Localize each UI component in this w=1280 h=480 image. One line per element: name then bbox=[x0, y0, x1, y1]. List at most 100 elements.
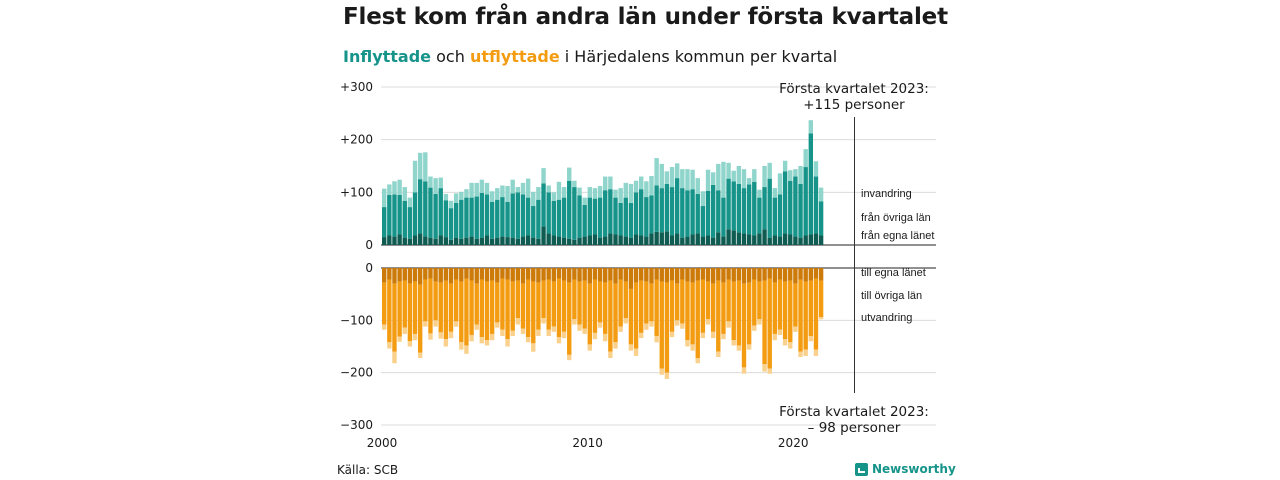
bar-in-local bbox=[623, 236, 628, 245]
bar-out-emigration bbox=[762, 364, 767, 372]
bar-in-immigration bbox=[474, 182, 479, 197]
bar-in-immigration bbox=[618, 188, 623, 203]
bar-out-emigration bbox=[520, 328, 526, 334]
bar-in-other bbox=[510, 193, 515, 238]
bar-in-immigration bbox=[597, 186, 603, 198]
bar-in-immigration bbox=[587, 187, 592, 198]
bar-out-local bbox=[623, 268, 628, 282]
bar-out-local bbox=[546, 268, 551, 280]
bar-out-other bbox=[582, 280, 587, 329]
bar-in-local bbox=[412, 235, 418, 245]
bar-out-emigration bbox=[649, 321, 654, 327]
bar-in-immigration bbox=[572, 180, 577, 188]
bar-in-immigration bbox=[531, 191, 536, 207]
bar-in-local bbox=[459, 238, 464, 245]
bar-out-local bbox=[803, 268, 808, 282]
subtitle-rest: i Härjedalens kommun per kvartal bbox=[559, 47, 838, 66]
source-note: Källa: SCB bbox=[337, 463, 399, 477]
bar-in-immigration bbox=[716, 163, 721, 191]
bar-in-other bbox=[818, 201, 824, 236]
bar-in-other bbox=[741, 188, 747, 234]
bar-out-other bbox=[567, 282, 572, 355]
bar-out-local bbox=[736, 268, 742, 281]
bar-out-other bbox=[489, 280, 495, 334]
subtitle-och: och bbox=[431, 47, 470, 66]
bar-in-other bbox=[726, 178, 731, 230]
bar-in-immigration bbox=[464, 189, 469, 198]
bar-in-local bbox=[407, 238, 413, 245]
bar-in-immigration bbox=[669, 167, 675, 188]
bar-out-local bbox=[489, 268, 495, 281]
bar-out-emigration bbox=[757, 319, 762, 325]
bar-out-emigration bbox=[428, 333, 433, 340]
annotation-top-line1: Första kvartalet 2023: bbox=[779, 81, 929, 97]
bar-out-emigration bbox=[489, 333, 495, 341]
bar-out-other bbox=[798, 279, 803, 352]
subtitle-inflyttade: Inflyttade bbox=[343, 47, 432, 66]
bar-out-other bbox=[772, 282, 778, 334]
bar-out-local bbox=[644, 268, 649, 282]
bar-out-local bbox=[407, 268, 413, 284]
bar-in-immigration bbox=[664, 171, 670, 184]
bar-in-immigration bbox=[459, 191, 464, 200]
bar-in-immigration bbox=[741, 169, 747, 189]
bar-out-other bbox=[767, 278, 772, 369]
bar-in-other bbox=[618, 202, 623, 236]
bar-in-other bbox=[479, 192, 485, 238]
bar-in-local bbox=[777, 236, 783, 245]
bar-out-emigration bbox=[495, 322, 500, 328]
bar-in-immigration bbox=[495, 188, 500, 200]
bar-out-local bbox=[664, 268, 670, 283]
bar-out-emigration bbox=[582, 328, 587, 334]
bar-in-immigration bbox=[603, 176, 608, 191]
bar-out-local bbox=[495, 268, 500, 283]
bar-in-local bbox=[659, 232, 664, 245]
bar-out-local bbox=[669, 268, 675, 281]
bar-in-other bbox=[397, 194, 402, 235]
bar-in-local bbox=[541, 226, 546, 245]
bar-out-other bbox=[438, 282, 443, 333]
bar-out-emigration bbox=[479, 337, 485, 344]
bar-out-other bbox=[700, 279, 706, 333]
bar-in-immigration bbox=[628, 183, 634, 203]
bar-out-emigration bbox=[438, 332, 443, 339]
bar-in-immigration bbox=[623, 182, 628, 198]
bar-out-other bbox=[510, 281, 515, 331]
bar-out-local bbox=[767, 268, 772, 279]
bar-out-other bbox=[757, 281, 762, 320]
bar-out-local bbox=[721, 268, 726, 283]
bar-out-emigration bbox=[587, 344, 592, 351]
bar-out-other bbox=[572, 279, 577, 320]
bar-in-local bbox=[798, 237, 803, 245]
bar-out-emigration bbox=[459, 342, 464, 350]
bar-in-other bbox=[608, 189, 613, 234]
annotation-top-line2: +115 personer bbox=[803, 97, 905, 113]
bar-in-immigration bbox=[798, 166, 803, 184]
bar-in-local bbox=[525, 235, 531, 245]
bar-out-emigration bbox=[443, 339, 449, 347]
bar-in-other bbox=[489, 201, 495, 239]
bar-in-local bbox=[741, 233, 747, 245]
bar-in-other bbox=[546, 192, 551, 234]
bar-in-immigration bbox=[412, 160, 418, 193]
bar-in-local bbox=[690, 234, 695, 245]
bar-out-emigration bbox=[674, 320, 680, 326]
bar-in-other bbox=[762, 187, 767, 230]
bar-out-emigration bbox=[736, 345, 742, 351]
bar-out-local bbox=[695, 268, 700, 281]
bar-in-immigration bbox=[705, 169, 711, 191]
bar-in-other bbox=[536, 199, 541, 239]
bar-out-other bbox=[639, 280, 644, 333]
bar-out-other bbox=[808, 280, 814, 337]
bar-out-other bbox=[412, 281, 418, 334]
bar-in-other bbox=[448, 208, 454, 240]
bar-out-local bbox=[674, 268, 680, 284]
bar-in-other bbox=[567, 180, 572, 239]
bar-out-emigration bbox=[639, 332, 644, 339]
bar-out-local bbox=[798, 268, 803, 280]
bar-out-local bbox=[772, 268, 778, 283]
bar-out-local bbox=[813, 268, 819, 279]
bar-out-local bbox=[649, 268, 654, 284]
bar-out-local bbox=[423, 268, 428, 280]
bar-in-local bbox=[608, 233, 613, 245]
